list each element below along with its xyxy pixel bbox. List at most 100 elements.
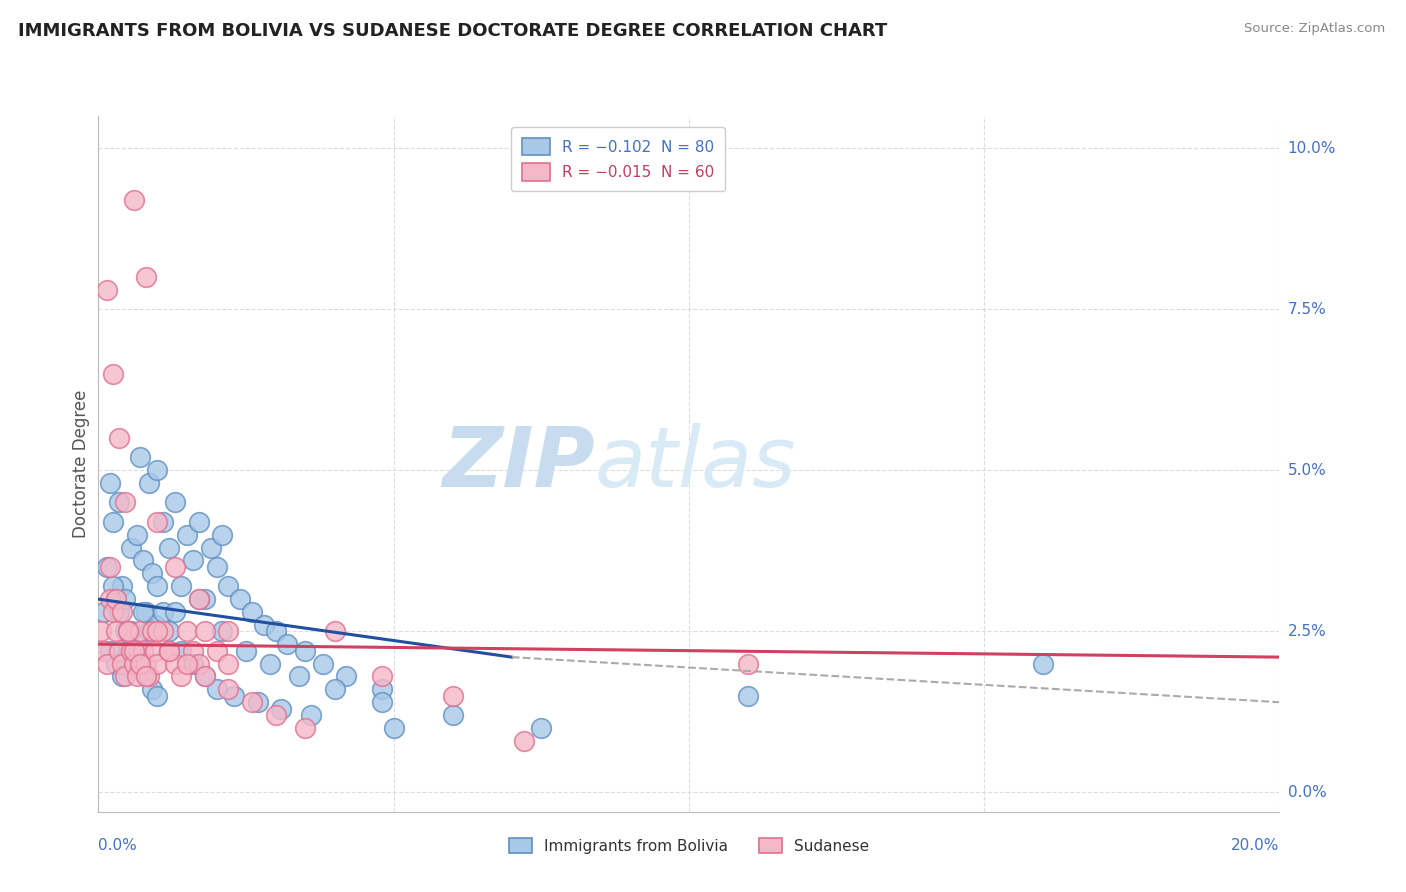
Legend: Immigrants from Bolivia, Sudanese: Immigrants from Bolivia, Sudanese <box>503 831 875 860</box>
Point <box>117 624 139 639</box>
Point <box>512 734 534 748</box>
Point <box>93 605 115 619</box>
Point <box>176 657 198 671</box>
Point <box>138 476 160 491</box>
Point <box>187 592 209 607</box>
Point <box>371 669 394 683</box>
Point <box>111 579 134 593</box>
Point <box>181 643 204 657</box>
Point <box>187 592 209 607</box>
Point <box>120 541 142 555</box>
Point <box>135 657 157 671</box>
Point <box>146 579 169 593</box>
Point <box>157 624 180 639</box>
Point <box>114 669 136 683</box>
Point <box>240 605 263 619</box>
Point <box>146 463 169 477</box>
Point <box>170 643 193 657</box>
Point <box>294 721 316 735</box>
Point <box>152 515 174 529</box>
Point <box>120 643 142 657</box>
Point <box>259 657 281 671</box>
Text: Source: ZipAtlas.com: Source: ZipAtlas.com <box>1244 22 1385 36</box>
Point <box>135 605 157 619</box>
Point <box>143 618 166 632</box>
Point <box>120 624 142 639</box>
Point <box>108 495 131 509</box>
Point <box>146 624 169 639</box>
Point <box>105 592 128 607</box>
Point <box>146 689 169 703</box>
Y-axis label: Doctorate Degree: Doctorate Degree <box>72 390 90 538</box>
Point <box>146 515 169 529</box>
Point <box>157 541 180 555</box>
Point <box>1032 657 1054 671</box>
Point <box>114 592 136 607</box>
Point <box>105 592 128 607</box>
Point <box>132 553 155 567</box>
Point <box>323 682 346 697</box>
Point <box>122 643 145 657</box>
Point <box>170 579 193 593</box>
Point <box>105 657 128 671</box>
Point <box>96 560 118 574</box>
Point <box>125 527 148 541</box>
Point <box>135 669 157 683</box>
Point <box>141 624 163 639</box>
Text: 0.0%: 0.0% <box>98 838 138 853</box>
Text: 5.0%: 5.0% <box>1288 463 1326 478</box>
Point <box>181 553 204 567</box>
Point <box>253 618 276 632</box>
Point <box>103 579 125 593</box>
Point <box>194 592 217 607</box>
Point <box>299 708 322 723</box>
Point <box>146 657 169 671</box>
Point <box>117 624 139 639</box>
Point <box>152 605 174 619</box>
Point <box>371 695 394 709</box>
Point <box>165 605 187 619</box>
Text: 7.5%: 7.5% <box>1288 301 1326 317</box>
Text: 0.0%: 0.0% <box>1288 785 1326 800</box>
Point <box>176 527 198 541</box>
Point <box>128 450 150 465</box>
Point <box>152 624 174 639</box>
Point <box>530 721 553 735</box>
Text: 20.0%: 20.0% <box>1232 838 1279 853</box>
Text: IMMIGRANTS FROM BOLIVIA VS SUDANESE DOCTORATE DEGREE CORRELATION CHART: IMMIGRANTS FROM BOLIVIA VS SUDANESE DOCT… <box>18 22 887 40</box>
Point <box>125 669 148 683</box>
Point <box>264 708 287 723</box>
Point <box>96 657 118 671</box>
Point <box>217 579 239 593</box>
Text: 10.0%: 10.0% <box>1288 141 1336 156</box>
Point <box>157 643 180 657</box>
Point <box>128 624 150 639</box>
Point <box>143 643 166 657</box>
Point <box>103 367 125 381</box>
Point <box>111 669 134 683</box>
Point <box>371 682 394 697</box>
Point <box>93 643 115 657</box>
Text: 2.5%: 2.5% <box>1288 624 1326 639</box>
Point <box>135 270 157 285</box>
Point <box>217 657 239 671</box>
Point <box>229 592 252 607</box>
Point <box>117 643 139 657</box>
Point <box>138 624 160 639</box>
Point <box>132 643 155 657</box>
Text: atlas: atlas <box>595 424 796 504</box>
Point <box>246 695 269 709</box>
Point <box>108 431 131 445</box>
Point <box>211 527 233 541</box>
Point <box>288 669 311 683</box>
Point <box>270 701 292 715</box>
Point <box>117 624 139 639</box>
Point <box>165 495 187 509</box>
Point <box>138 669 160 683</box>
Point <box>217 682 239 697</box>
Point <box>194 669 217 683</box>
Point <box>135 669 157 683</box>
Point <box>194 624 217 639</box>
Point <box>294 643 316 657</box>
Point <box>122 643 145 657</box>
